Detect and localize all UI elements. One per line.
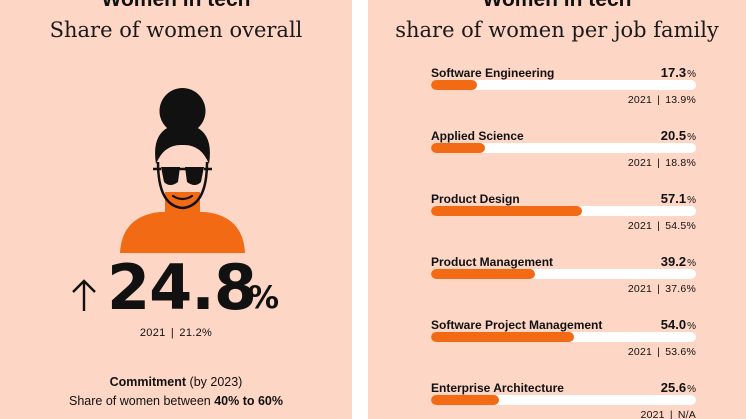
bar-label: Software Engineering [431,66,555,80]
sunglasses-right-shape [185,167,204,185]
bar-value-number: 25.6 [660,380,687,395]
bar-previous-year: 2021 [627,220,653,232]
bar-value-number: 20.5 [660,128,687,143]
commitment-text: Share of women between 40% to 60% [0,394,352,408]
bar-row: Software Project Management 54.0% 2021 | 5… [431,317,696,368]
smile-shape [171,194,194,201]
bar-fill [431,143,486,153]
bar-track [431,269,696,279]
bar-row: Applied Science 20.5% 2021 | 18.8% [431,128,696,179]
bar-previous-year: 2021 [627,346,653,358]
bar-value-unit: % [687,384,696,395]
hair-shape [155,124,210,164]
bar-row: Enterprise Architecture 25.6% 2021 | N/A [431,380,696,419]
bar-previous-year: 2021 [627,157,653,169]
bar-track [431,332,696,342]
bar-value-unit: % [687,195,696,206]
bar-previous-year: 2021 [627,94,653,106]
bar-value: 17.3% [661,65,696,80]
arrow-up-icon [72,279,96,311]
bar-label: Product Design [431,192,520,206]
bar-value: 20.5% [661,128,696,143]
job-family-panel: Women in tech share of women per job fam… [368,0,746,419]
bar-fill [431,269,535,279]
overall-unit: % [248,280,280,316]
bar-value-number: 39.2 [660,254,687,269]
previous-value: 21.2% [179,327,213,339]
bar-track [431,206,696,216]
commitment-range: 40% to 60% [214,394,283,408]
bar-previous-value: 37.6% [665,283,696,295]
commitment-heading: Commitment (by 2023) [0,375,352,389]
bar-previous-value: 18.8% [665,157,696,169]
overall-panel: Women in tech Share of women overall 24.… [0,0,352,419]
bar-previous-year: 2021 [627,283,653,295]
panel-title: Women in tech [0,0,352,12]
commitment-prefix: Share of women between [68,394,215,408]
bar-previous-value: 53.6% [665,346,696,358]
bar-previous: 2021 | 53.6% [627,346,696,358]
bar-previous: 2021 | 13.9% [627,94,696,106]
sunglasses-left-shape [161,167,180,185]
panel-subtitle: share of women per job family [395,18,719,42]
bar-value-unit: % [687,132,696,143]
commitment-note: (by 2023) [189,375,243,389]
bar-fill [431,80,477,90]
shoulders-shape [120,212,245,253]
bar-row: Product Design 57.1% 2021 | 54.5% [431,191,696,242]
bar-fill [431,206,583,216]
commitment-label: Commitment [109,375,187,389]
bar-fill [431,395,499,405]
hair-bun-shape [159,88,206,134]
panel-title: Women in tech [368,0,746,12]
bar-track [431,395,696,405]
bar-value: 25.6% [661,380,696,395]
bar-value-number: 54.0 [660,317,687,332]
bar-track [431,80,696,90]
bar-value-unit: % [687,258,696,269]
bar-value-number: 57.1 [660,191,687,206]
panel-subtitle: Share of women overall [49,18,303,42]
bar-previous: 2021 | N/A [640,409,696,419]
bar-row: Software Engineering 17.3% 2021 | 13.9% [431,65,696,116]
overall-stat: 24.8 % [70,252,310,332]
bar-previous: 2021 | 37.6% [627,283,696,295]
bar-label: Software Project Management [431,318,603,332]
bar-label: Product Management [431,255,554,269]
bar-row: Product Management 39.2% 2021 | 37.6% [431,254,696,305]
overall-previous: 2021 | 21.2% [139,327,213,339]
bar-value: 39.2% [661,254,696,269]
woman-with-sunglasses-icon [120,88,245,253]
bar-label: Applied Science [431,129,524,143]
bar-label: Enterprise Architecture [431,381,564,395]
bar-previous-value: N/A [677,409,696,419]
bar-previous: 2021 | 54.5% [627,220,696,232]
bar-value: 57.1% [661,191,696,206]
bar-previous: 2021 | 18.8% [627,157,696,169]
bar-previous-value: 13.9% [665,94,696,106]
bar-previous-value: 54.5% [665,220,696,232]
bar-value: 54.0% [661,317,696,332]
face-outline-shape [156,161,209,210]
previous-year: 2021 [139,327,166,339]
bar-track [431,143,696,153]
bar-previous-year: 2021 [640,409,665,419]
bar-fill [431,332,575,342]
bar-value-number: 17.3 [660,65,687,80]
bar-value-unit: % [687,321,696,332]
overall-value: 24.8 [107,251,257,324]
bar-value-unit: % [687,69,696,80]
